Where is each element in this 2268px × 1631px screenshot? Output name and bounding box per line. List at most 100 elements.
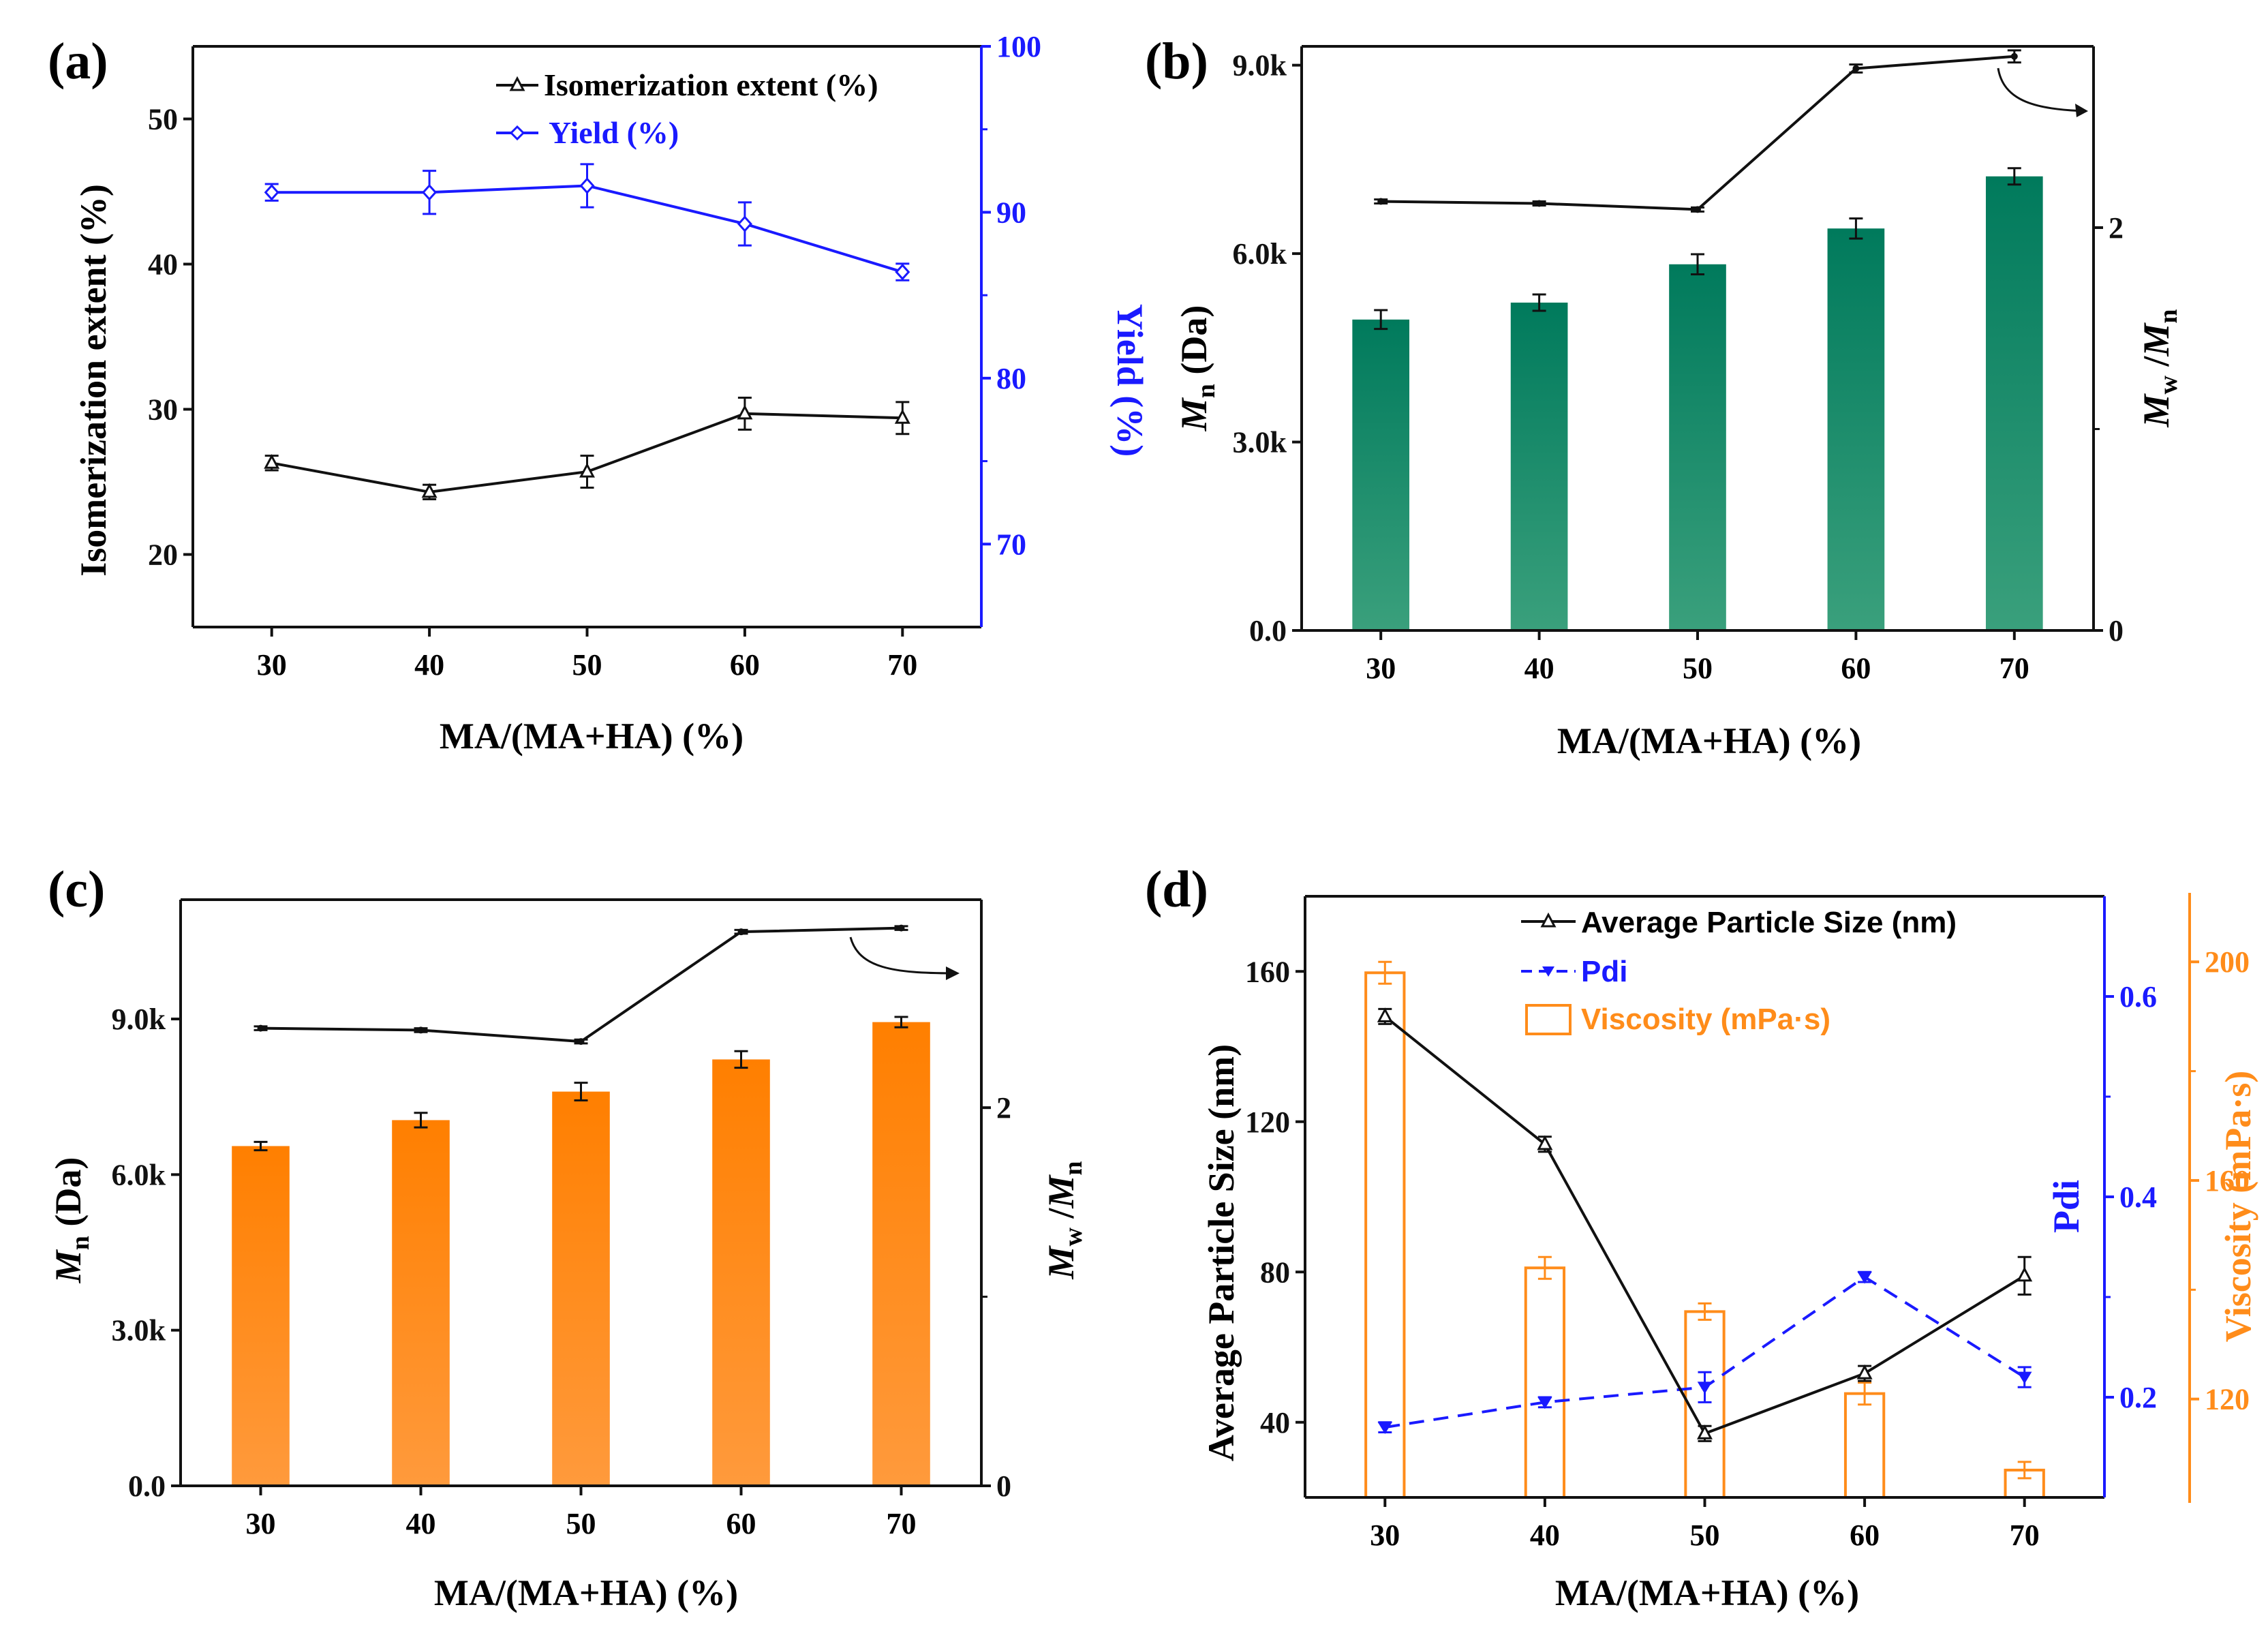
x-tick-label: 30 bbox=[246, 1507, 276, 1540]
y-tick-right-label: 0 bbox=[996, 1469, 1011, 1503]
x-tick-label: 30 bbox=[257, 648, 287, 682]
x-tick-label: 60 bbox=[730, 648, 760, 682]
pdi-data-point bbox=[1857, 1271, 1872, 1284]
panel-d-ylabel-left: Average Particle Size (nm) bbox=[1201, 1044, 1242, 1461]
x-tick-label: 40 bbox=[406, 1507, 436, 1540]
y-tick-right-label: 160 bbox=[2205, 1164, 2250, 1198]
mn-bar bbox=[1510, 302, 1568, 630]
yield-data-point bbox=[737, 215, 752, 232]
y-tick-right-label: 0.2 bbox=[2119, 1381, 2157, 1414]
diamond-marker-icon bbox=[509, 125, 525, 141]
viscosity-bar bbox=[1843, 1392, 1886, 1499]
y-tick-label: 6.0k bbox=[112, 1158, 166, 1191]
yield-data-point bbox=[264, 183, 279, 201]
pdi-data-point bbox=[1537, 1397, 1552, 1409]
iso-data-point bbox=[894, 409, 910, 424]
y-tick-right-label: 90 bbox=[996, 196, 1026, 229]
y-tick-label: 40 bbox=[1260, 1406, 1290, 1439]
panel-b: (b) MA/(MA+HA) (%) Mn (Da) Mw /Mn 30 40 50… bbox=[1145, 33, 2183, 761]
y-tick-right-label: 120 bbox=[2205, 1383, 2250, 1416]
particle-size-data-point bbox=[2017, 1266, 2033, 1282]
y-tick-label: 0.0 bbox=[128, 1469, 166, 1503]
panel-a-ylabel-left: Isomerization extent (%) bbox=[73, 184, 114, 577]
panel-b-ylabel-left: Mn (Da) bbox=[1174, 305, 1221, 432]
y-tick-right-label: 100 bbox=[996, 30, 1041, 63]
particle-size-data-point bbox=[1856, 1364, 1873, 1380]
y-tick-label: 80 bbox=[1260, 1255, 1290, 1289]
y-tick-right-label: 2 bbox=[996, 1091, 1011, 1125]
x-tick-label: 50 bbox=[1690, 1519, 1720, 1552]
panel-d-ylabel-mid: Pdi bbox=[2046, 1180, 2087, 1233]
y-tick-label: 0.0 bbox=[1249, 614, 1287, 647]
ratio-data-point bbox=[1535, 200, 1543, 207]
x-tick-label: 60 bbox=[726, 1507, 756, 1540]
ratio-data-point bbox=[2010, 52, 2018, 60]
mn-bar bbox=[1669, 264, 1726, 631]
x-tick-label: 60 bbox=[1850, 1519, 1880, 1552]
ratio-data-point bbox=[1852, 65, 1860, 72]
y-tick-label: 3.0k bbox=[1233, 426, 1287, 459]
ratio-data-point bbox=[737, 928, 745, 936]
legend-iso-label: Isomerization extent (%) bbox=[544, 67, 878, 102]
y-tick-right-label: 0.6 bbox=[2119, 980, 2157, 1013]
arrow-head-icon bbox=[946, 966, 960, 980]
mn-bar bbox=[872, 1022, 930, 1486]
y-tick-right-label: 0 bbox=[2109, 614, 2124, 647]
pdi-series-line bbox=[1384, 1275, 2025, 1429]
y-tick-right-label: 0.4 bbox=[2119, 1180, 2157, 1214]
mn-bar bbox=[392, 1120, 450, 1486]
mn-bar bbox=[1352, 319, 1410, 630]
legend-viscosity-swatch bbox=[1525, 1004, 1572, 1035]
panel-b-label: (b) bbox=[1145, 33, 1208, 90]
iso-data-point bbox=[579, 462, 595, 478]
y-tick-right-label: 2 bbox=[2109, 211, 2124, 245]
iso-data-point bbox=[264, 454, 280, 469]
x-tick-label: 60 bbox=[1841, 652, 1871, 685]
panel-b-xlabel: MA/(MA+HA) (%) bbox=[1557, 720, 1861, 761]
viscosity-bar bbox=[1364, 971, 1406, 1499]
legend-yield-label: Yield (%) bbox=[549, 115, 679, 150]
ratio-data-point bbox=[417, 1026, 425, 1034]
mn-bar bbox=[712, 1059, 770, 1486]
particle-size-data-point bbox=[1377, 1007, 1393, 1022]
y-tick-label: 6.0k bbox=[1233, 237, 1287, 271]
legend-pdi-label: Pdi bbox=[1581, 955, 1627, 988]
x-tick-label: 70 bbox=[887, 1507, 917, 1540]
panel-a-label: (a) bbox=[48, 33, 108, 90]
panel-c-label: (c) bbox=[48, 861, 105, 918]
mn-bar bbox=[552, 1091, 610, 1486]
panel-a: (a) Isomerization extent (%) Yield (%) M… bbox=[48, 30, 1150, 757]
ratio-data-point bbox=[1377, 198, 1385, 205]
panel-c-ylabel-right: Mw /Mn bbox=[1041, 1161, 1088, 1279]
particle-size-series-line bbox=[1384, 1015, 2025, 1435]
x-tick-label: 30 bbox=[1366, 652, 1396, 685]
panel-d-xlabel: MA/(MA+HA) (%) bbox=[1555, 1572, 1859, 1613]
panel-a-legend: Isomerization extent (%) Yield (%) bbox=[496, 67, 878, 150]
yield-data-point bbox=[579, 177, 595, 194]
pdi-data-point bbox=[2017, 1371, 2032, 1384]
ratio-data-point bbox=[577, 1038, 585, 1046]
iso-data-point bbox=[421, 483, 438, 498]
x-tick-label: 30 bbox=[1370, 1519, 1400, 1552]
y-tick-label: 30 bbox=[148, 393, 178, 427]
iso-data-point bbox=[737, 404, 753, 420]
y-tick-label: 9.0k bbox=[1233, 49, 1287, 82]
panel-c: (c) MA/(MA+HA) (%) Mn (Da) Mw /Mn 30 40 50… bbox=[48, 861, 1088, 1613]
y-tick-label: 120 bbox=[1245, 1106, 1290, 1139]
y-tick-right-label: 70 bbox=[996, 528, 1026, 561]
panel-c-xlabel: MA/(MA+HA) (%) bbox=[434, 1572, 738, 1613]
legend-size-label: Average Particle Size (nm) bbox=[1581, 906, 1957, 939]
x-tick-label: 70 bbox=[887, 648, 917, 682]
x-tick-label: 40 bbox=[1530, 1519, 1560, 1552]
y-tick-label: 40 bbox=[148, 248, 178, 281]
panel-c-curved-arrow bbox=[849, 936, 955, 975]
x-tick-label: 40 bbox=[1524, 652, 1554, 685]
y-tick-right-label: 80 bbox=[996, 362, 1026, 395]
y-tick-label: 3.0k bbox=[112, 1314, 166, 1347]
viscosity-bar bbox=[1684, 1310, 1726, 1499]
y-tick-label: 50 bbox=[148, 103, 178, 136]
triangle-marker-icon bbox=[1540, 912, 1557, 928]
x-tick-label: 50 bbox=[566, 1507, 596, 1540]
x-tick-label: 50 bbox=[572, 648, 602, 682]
particle-size-data-point bbox=[1697, 1424, 1713, 1439]
